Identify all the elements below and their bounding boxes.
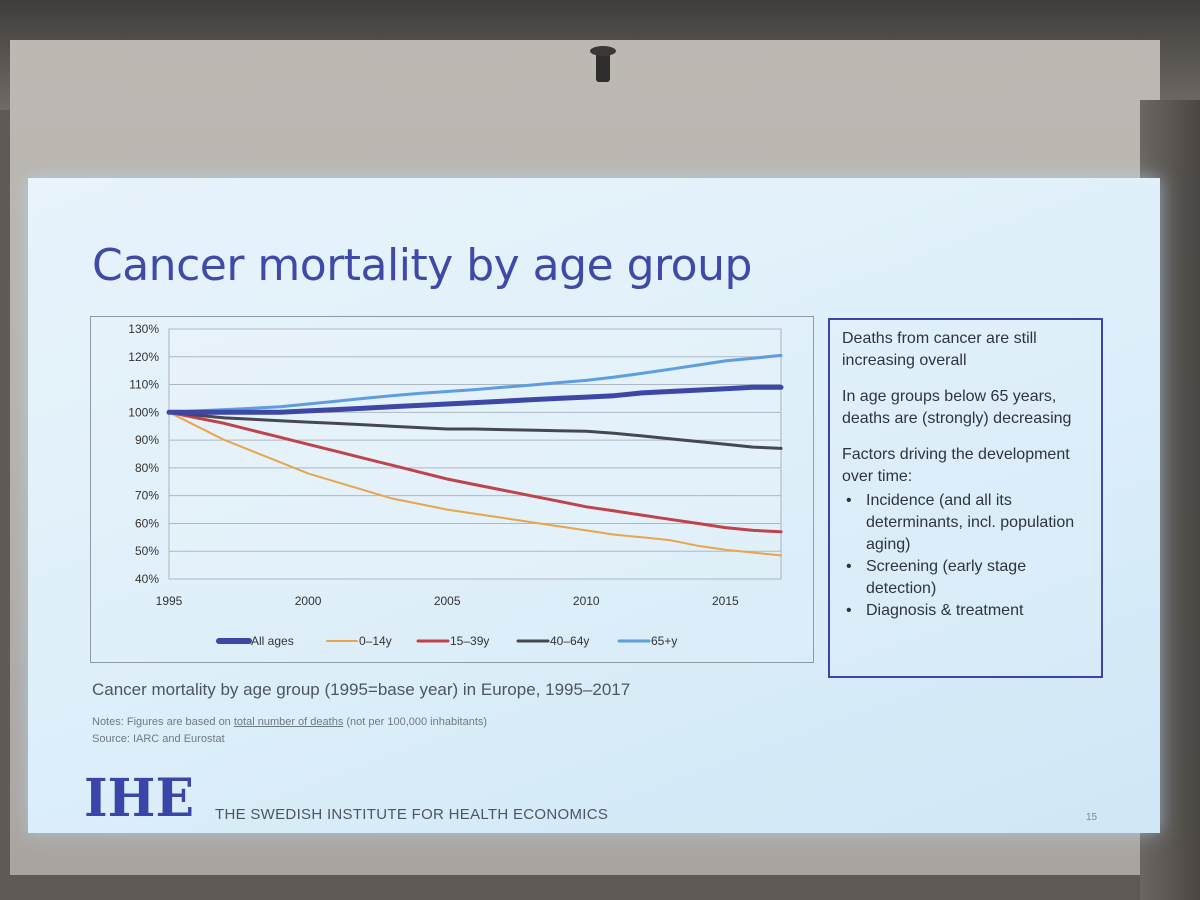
- x-tick-label: 2010: [573, 594, 600, 608]
- notes-suffix: (not per 100,000 inhabitants): [343, 716, 488, 728]
- x-tick-label: 1995: [156, 594, 183, 608]
- y-tick-label: 110%: [129, 378, 159, 392]
- chart-notes: Notes: Figures are based on total number…: [92, 714, 487, 748]
- legend-label: 65+y: [651, 634, 677, 648]
- series-line: [167, 410, 783, 450]
- source-line: Source: IARC and Eurostat: [92, 733, 225, 745]
- legend-label: 15–39y: [450, 634, 489, 648]
- key-point-1: Deaths from cancer are still increasing …: [842, 330, 1037, 369]
- logo-text: IHE: [84, 768, 194, 822]
- key-points-box: Deaths from cancer are still increasing …: [828, 318, 1103, 678]
- y-tick-label: 90%: [135, 433, 159, 447]
- x-tick-label: 2005: [434, 594, 461, 608]
- page-number: 15: [1086, 812, 1098, 823]
- chart-frame: 40% 50% 60% 70% 80% 90% 100% 110% 120% 130% 1995 20…: [90, 316, 814, 663]
- y-tick-label: 80%: [135, 461, 159, 475]
- y-tick-label: 60%: [135, 516, 159, 530]
- slide-title: Cancer mortality by age group: [92, 240, 752, 291]
- series-line: [168, 411, 782, 557]
- factor-list: Incidence (and all its determinants, inc…: [842, 490, 1089, 622]
- legend-label: 40–64y: [550, 634, 589, 648]
- y-tick-label: 70%: [135, 489, 159, 503]
- chart-caption: Cancer mortality by age group (1995=base…: [92, 680, 631, 699]
- notes-prefix: Notes: Figures are based on: [92, 716, 234, 728]
- y-tick-label: 50%: [135, 544, 159, 558]
- x-tick-label: 2015: [712, 594, 739, 608]
- factor-item: Screening (early stage detection): [846, 556, 1089, 600]
- institute-name: THE SWEDISH INSTITUTE FOR HEALTH ECONOMI…: [215, 806, 609, 823]
- ceiling-fixture: [590, 46, 616, 82]
- y-tick-label: 120%: [128, 350, 159, 364]
- factor-item: Diagnosis & treatment: [846, 600, 1089, 622]
- series-line: [166, 384, 784, 415]
- notes-underlined: total number of deaths: [233, 716, 344, 728]
- x-tick-label: 2000: [295, 594, 322, 608]
- legend-label: All ages: [251, 634, 294, 648]
- key-point-2: In age groups below 65 years, deaths are…: [842, 388, 1072, 427]
- y-tick-label: 130%: [128, 322, 159, 336]
- y-tick-label: 40%: [135, 572, 159, 586]
- line-chart: 40% 50% 60% 70% 80% 90% 100% 110% 120% 130% 1995 20…: [128, 322, 784, 648]
- legend-label: 0–14y: [359, 634, 392, 648]
- series-line: [167, 353, 783, 414]
- y-tick-label: 100%: [128, 405, 159, 419]
- ihe-logo: IHE: [84, 768, 194, 822]
- notes-line: Notes: Figures are based on total number…: [92, 714, 487, 731]
- plot-area: [168, 328, 782, 580]
- key-point-3: Factors driving the development over tim…: [842, 446, 1070, 485]
- slide: Cancer mortality by age group 40% 50% 60% 7…: [28, 178, 1160, 833]
- series-line: [167, 410, 783, 534]
- factor-item: Incidence (and all its determinants, inc…: [846, 490, 1089, 556]
